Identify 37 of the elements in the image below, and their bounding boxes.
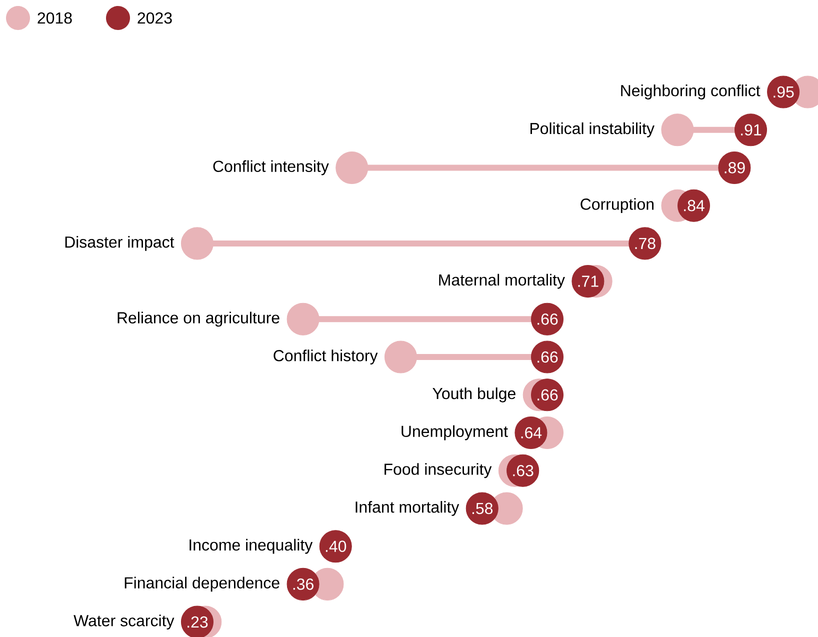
data-label: .64	[521, 427, 542, 438]
data-label: .78	[635, 238, 656, 250]
data-label: .36	[293, 578, 314, 590]
y-tick-label: Youth bulge	[432, 387, 516, 402]
y-tick-label: Financial dependence	[124, 576, 280, 592]
y-tick-label: Maternal mortality	[439, 274, 565, 289]
y-tick-label: Conflict history	[274, 350, 378, 364]
y-tick-label: Food insecurity	[384, 463, 492, 478]
data-label: .71	[578, 276, 598, 287]
y-tick-label: Infant mortality	[356, 501, 460, 516]
data-label: .89	[724, 162, 745, 174]
data-label: .95	[774, 86, 794, 98]
data-label: .91	[741, 124, 762, 136]
point	[661, 114, 694, 146]
data-label: .58	[472, 502, 493, 514]
legend-label: 2018	[38, 12, 72, 24]
y-tick-label: Water scarcity	[74, 614, 174, 630]
point	[384, 340, 417, 374]
point	[336, 151, 368, 184]
point	[180, 227, 214, 260]
y-tick-label: Disaster impact	[65, 236, 174, 251]
data-label: .66	[538, 389, 558, 401]
point	[286, 302, 320, 336]
y-tick-label: Reliance on agriculture	[118, 312, 280, 327]
data-label: .66	[538, 351, 558, 363]
y-tick-label: Income inequality	[190, 538, 313, 554]
data-label: .40	[326, 540, 346, 552]
y-tick-label: Corruption	[580, 198, 654, 214]
data-label: .23	[188, 616, 208, 628]
y-tick-label: Neighboring conflict	[621, 84, 760, 100]
data-label: .84	[684, 200, 704, 212]
y-tick-label: Conflict intensity	[213, 160, 329, 176]
y-tick-label: Political instability	[530, 122, 654, 138]
data-label: .66	[538, 314, 558, 325]
legend-label: 2023	[138, 12, 172, 24]
y-tick-label: Unemployment	[402, 425, 508, 440]
data-label: .63	[513, 464, 534, 476]
